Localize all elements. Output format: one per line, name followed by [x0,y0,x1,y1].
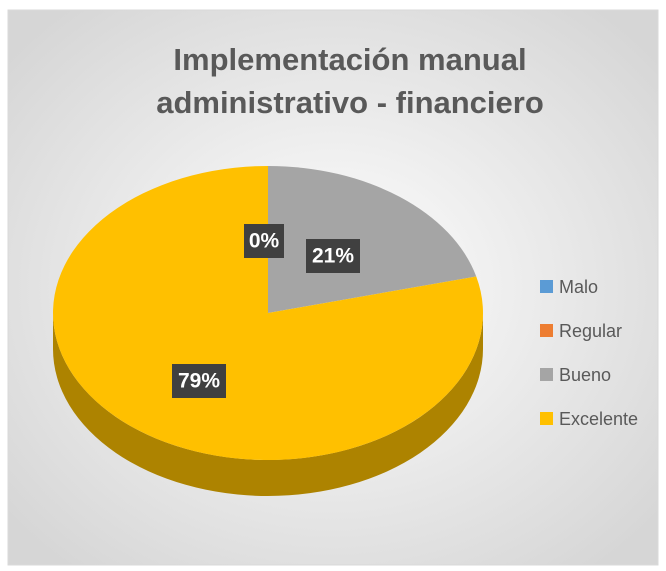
pie-slice [268,166,477,313]
legend-label: Malo [559,277,598,297]
legend-swatch [540,368,553,381]
legend-swatch [540,324,553,337]
legend-swatch [540,412,553,425]
data-label-box [244,224,284,258]
data-label: 79% [178,370,220,393]
legend-swatch [540,280,553,293]
chart-title: Implementación manual administrativo - fi… [156,42,544,120]
legend-label: Bueno [559,365,611,385]
data-label: 0% [249,230,280,253]
legend-label: Excelente [559,409,638,429]
data-label-box [306,239,360,273]
pie-side [53,313,483,496]
pie-slice [53,166,484,460]
data-label: 21% [312,245,354,268]
data-label-box [172,364,226,398]
legend-label: Regular [559,321,622,341]
